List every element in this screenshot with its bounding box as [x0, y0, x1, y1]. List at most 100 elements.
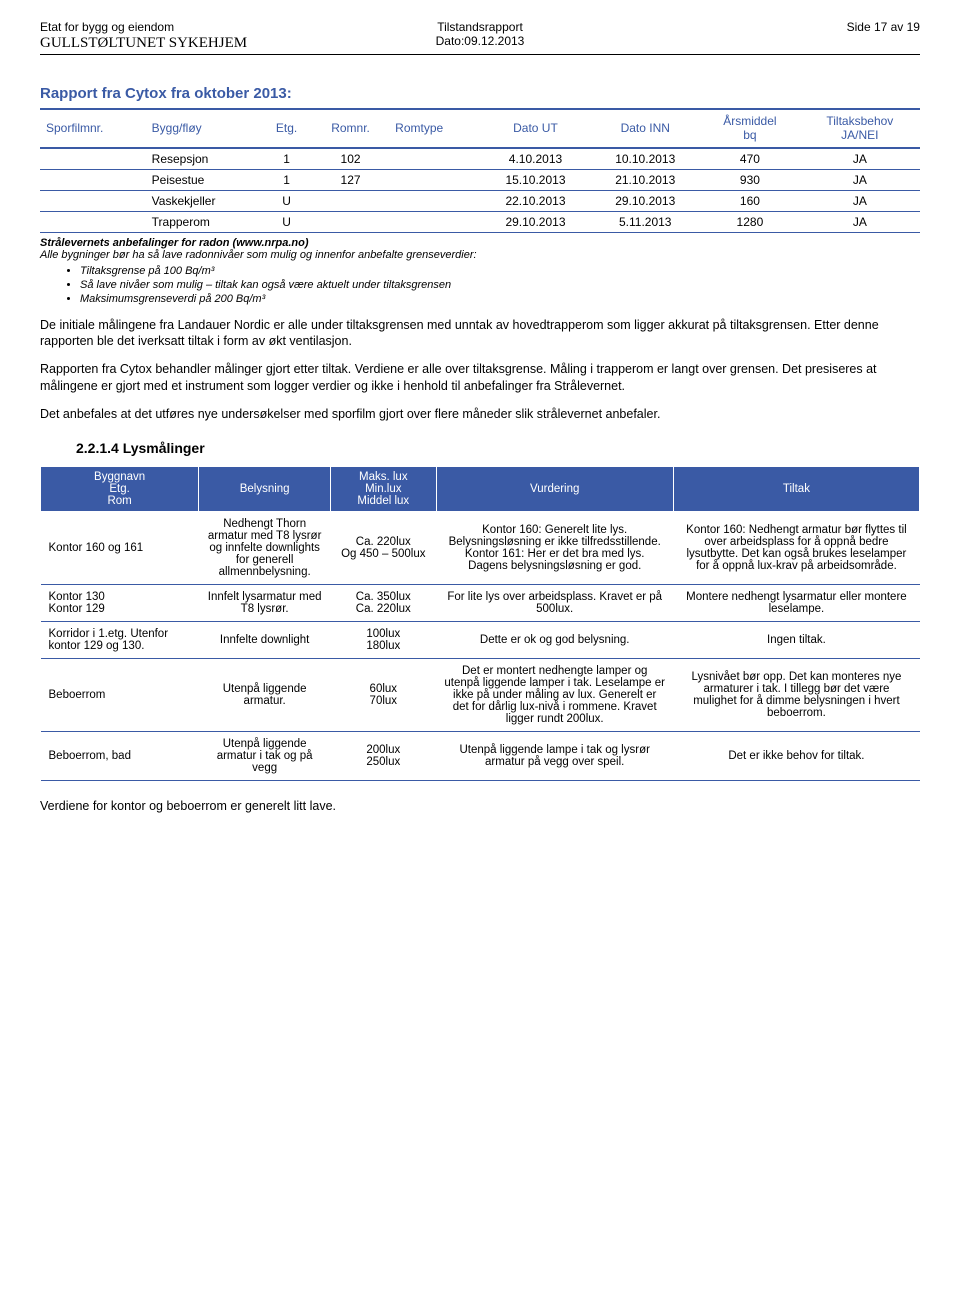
subsection-title: 2.2.1.4 Lysmålinger: [76, 440, 920, 456]
cell-lux: 100lux180lux: [331, 622, 436, 659]
lys-header-row: Byggnavn Etg. Rom Belysning Maks. lux Mi…: [41, 467, 920, 512]
cell-vurdering: Kontor 160: Generelt lite lys. Belysning…: [436, 512, 673, 585]
footer-note: Verdiene for kontor og beboerrom er gene…: [40, 799, 920, 813]
cell-tiltak: Lysnivået bør opp. Det kan monteres nye …: [673, 659, 919, 732]
notes-intro: Alle bygninger bør ha så lave radonnivåe…: [40, 249, 920, 261]
cell-vurdering: Det er montert nedhengte lamper og utenp…: [436, 659, 673, 732]
cell-vurdering: For lite lys over arbeidsplass. Kravet e…: [436, 585, 673, 622]
cell-dato-ut: 22.10.2013: [481, 190, 591, 211]
cell-bygg: Vaskekjeller: [146, 190, 261, 211]
table-row: BeboerromUtenpå liggende armatur.60lux70…: [41, 659, 920, 732]
header-org: Etat for bygg og eiendom: [40, 20, 330, 34]
paragraph-1: De initiale målingene fra Landauer Nordi…: [40, 317, 920, 350]
radon-header-row: Sporfilmnr. Bygg/fløy Etg. Romnr. Romtyp…: [40, 109, 920, 148]
cell-room: Kontor 160 og 161: [41, 512, 199, 585]
col-bygg: Bygg/fløy: [146, 109, 261, 148]
cell-lux: 200lux250lux: [331, 732, 436, 781]
col-arsmiddel: Årsmiddel bq: [700, 109, 800, 148]
cell-dato-inn: 21.10.2013: [590, 169, 700, 190]
cell-lux: Ca. 220luxOg 450 – 500lux: [331, 512, 436, 585]
cell-dato-ut: 29.10.2013: [481, 211, 591, 232]
header-rule: [40, 54, 920, 55]
cell-dato-inn: 5.11.2013: [590, 211, 700, 232]
bullet-1: Tiltaksgrense på 100 Bq/m³: [80, 265, 920, 277]
report-title: Rapport fra Cytox fra oktober 2013:: [40, 85, 920, 102]
col-lux: Maks. lux Min.lux Middel lux: [331, 467, 436, 512]
cell-dato-ut: 15.10.2013: [481, 169, 591, 190]
cell-room: Beboerrom, bad: [41, 732, 199, 781]
table-row: TrapperomU29.10.20135.11.20131280JA: [40, 211, 920, 232]
paragraph-3: Det anbefales at det utføres nye undersø…: [40, 406, 920, 422]
col-dato-inn: Dato INN: [590, 109, 700, 148]
cell-lux: Ca. 350luxCa. 220lux: [331, 585, 436, 622]
radon-table: Sporfilmnr. Bygg/fløy Etg. Romnr. Romtyp…: [40, 108, 920, 233]
cell-lux: 60lux70lux: [331, 659, 436, 732]
col-room: Byggnavn Etg. Rom: [41, 467, 199, 512]
cell-tiltak: JA: [800, 148, 920, 170]
header-left: Etat for bygg og eiendom GULLSTØLTUNET S…: [40, 20, 330, 52]
cell-sporfilm: [40, 190, 146, 211]
cell-romnr: 127: [312, 169, 389, 190]
cell-bygg: Peisestue: [146, 169, 261, 190]
paragraph-2: Rapporten fra Cytox behandler målinger g…: [40, 361, 920, 394]
cell-room: Kontor 130Kontor 129: [41, 585, 199, 622]
cell-sporfilm: [40, 148, 146, 170]
cell-room: Korridor i 1.etg. Utenfor kontor 129 og …: [41, 622, 199, 659]
cell-vurdering: Dette er ok og god belysning.: [436, 622, 673, 659]
col-tiltak: Tiltak: [673, 467, 919, 512]
col-tiltaksbehov: Tiltaksbehov JA/NEI: [800, 109, 920, 148]
notes-bullets: Tiltaksgrense på 100 Bq/m³ Så lave nivåe…: [80, 265, 920, 305]
cell-belysning: Utenpå liggende armatur i tak og på vegg: [199, 732, 331, 781]
cell-bygg: Resepsjon: [146, 148, 261, 170]
doc-header: Etat for bygg og eiendom GULLSTØLTUNET S…: [40, 20, 920, 52]
cell-etg: 1: [261, 148, 312, 170]
cell-arsmiddel: 1280: [700, 211, 800, 232]
notes-heading: Strålevernets anbefalinger for radon (ww…: [40, 237, 920, 249]
cell-romtype: [389, 148, 480, 170]
lys-table: Byggnavn Etg. Rom Belysning Maks. lux Mi…: [40, 466, 920, 781]
cell-dato-inn: 29.10.2013: [590, 190, 700, 211]
col-etg: Etg.: [261, 109, 312, 148]
cell-etg: U: [261, 190, 312, 211]
doc-type: Tilstandsrapport: [335, 20, 625, 34]
cell-romnr: [312, 190, 389, 211]
table-row: Resepsjon11024.10.201310.10.2013470JA: [40, 148, 920, 170]
col-belysning: Belysning: [199, 467, 331, 512]
col-dato-ut: Dato UT: [481, 109, 591, 148]
doc-date: Dato:09.12.2013: [335, 34, 625, 48]
col-sporfilm: Sporfilmnr.: [40, 109, 146, 148]
cell-belysning: Innfelt lysarmatur med T8 lysrør.: [199, 585, 331, 622]
cell-belysning: Innfelte downlight: [199, 622, 331, 659]
cell-bygg: Trapperom: [146, 211, 261, 232]
cell-tiltak: Kontor 160: Nedhengt armatur bør flyttes…: [673, 512, 919, 585]
cell-romnr: 102: [312, 148, 389, 170]
table-row: Kontor 130Kontor 129Innfelt lysarmatur m…: [41, 585, 920, 622]
cell-tiltak: Det er ikke behov for tiltak.: [673, 732, 919, 781]
cell-room: Beboerrom: [41, 659, 199, 732]
cell-etg: U: [261, 211, 312, 232]
table-row: Peisestue112715.10.201321.10.2013930JA: [40, 169, 920, 190]
cell-arsmiddel: 470: [700, 148, 800, 170]
cell-tiltak: Ingen tiltak.: [673, 622, 919, 659]
header-center: Tilstandsrapport Dato:09.12.2013: [335, 20, 625, 52]
table-row: Beboerrom, badUtenpå liggende armatur i …: [41, 732, 920, 781]
col-romtype: Romtype: [389, 109, 480, 148]
cell-sporfilm: [40, 169, 146, 190]
cell-romnr: [312, 211, 389, 232]
cell-tiltak: JA: [800, 169, 920, 190]
bullet-2: Så lave nivåer som mulig – tiltak kan og…: [80, 279, 920, 291]
cell-tiltak: JA: [800, 190, 920, 211]
cell-romtype: [389, 190, 480, 211]
cell-belysning: Utenpå liggende armatur.: [199, 659, 331, 732]
header-building: GULLSTØLTUNET SYKEHJEM: [40, 35, 330, 52]
col-romnr: Romnr.: [312, 109, 389, 148]
cell-vurdering: Utenpå liggende lampe i tak og lysrør ar…: [436, 732, 673, 781]
page-number: Side 17 av 19: [630, 20, 920, 34]
cell-tiltak: Montere nedhengt lysarmatur eller monter…: [673, 585, 919, 622]
cell-arsmiddel: 930: [700, 169, 800, 190]
cell-arsmiddel: 160: [700, 190, 800, 211]
table-row: VaskekjellerU 22.10.201329.10.2013160JA: [40, 190, 920, 211]
table-row: Kontor 160 og 161Nedhengt Thorn armatur …: [41, 512, 920, 585]
cell-romtype: [389, 211, 480, 232]
table-row: Korridor i 1.etg. Utenfor kontor 129 og …: [41, 622, 920, 659]
